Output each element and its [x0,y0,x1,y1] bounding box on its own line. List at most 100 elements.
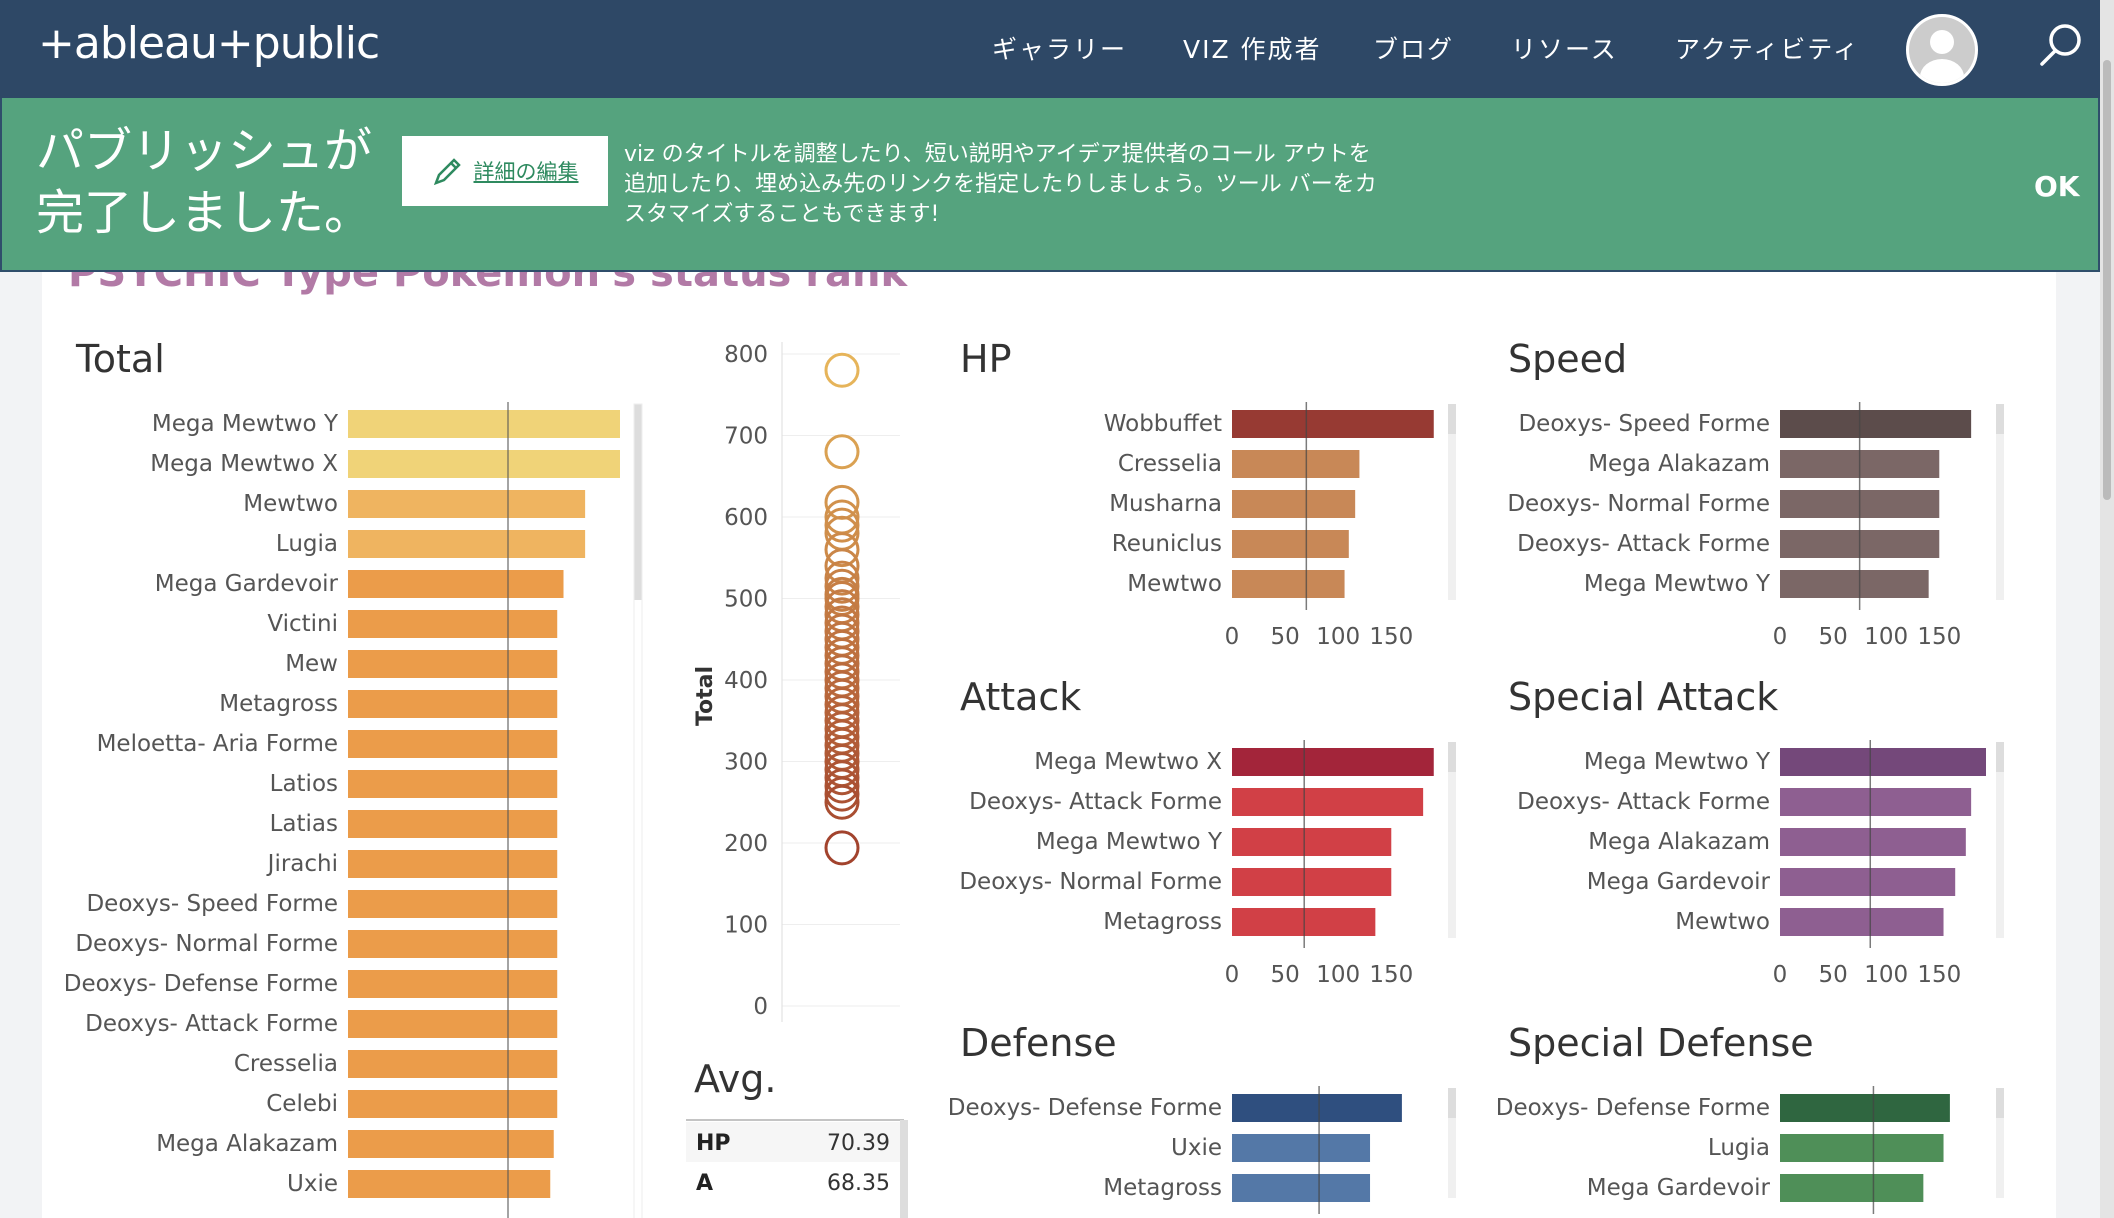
avg-scrollbar[interactable] [900,1120,908,1218]
total-label: Deoxys- Defense Forme [64,971,338,997]
ok-button[interactable]: OK [2034,170,2080,203]
avg-title: Avg. [694,1057,776,1101]
nav-blog[interactable]: ブログ [1373,35,1455,64]
attack-scrollbar[interactable] [1448,742,1456,772]
total-bar[interactable] [348,490,586,518]
total-bar[interactable] [348,450,620,478]
spattack-scrollbar[interactable] [1996,742,2004,772]
defense-bar[interactable] [1232,1174,1371,1202]
nav-gallery[interactable]: ギャラリー [992,35,1128,64]
total-label: Metagross [219,691,338,717]
total-label: Mewtwo [243,491,338,517]
search-icon[interactable] [2036,20,2086,70]
total-bar[interactable] [348,850,558,878]
total-bar[interactable] [348,770,558,798]
defense-bar[interactable] [1232,1094,1402,1122]
spdefense-scrollbar[interactable] [1996,1088,2004,1118]
attack-bar[interactable] [1232,868,1392,896]
spdefense-bar[interactable] [1780,1094,1950,1122]
scatter-point[interactable] [824,830,860,866]
total-bar[interactable] [348,970,558,998]
user-avatar[interactable] [1906,14,1978,86]
pencil-icon [433,158,461,186]
spattack-bar[interactable] [1780,748,1986,776]
total-bar[interactable] [348,650,558,678]
total-label: Mega Alakazam [156,1131,338,1157]
nav-resources[interactable]: リソース [1511,35,1618,64]
spattack-bar[interactable] [1780,908,1944,936]
spdefense-label: Mega Gardevoir [1587,1175,1771,1201]
hp-label: Reuniclus [1112,531,1222,557]
spattack-bar[interactable] [1780,868,1956,896]
total-label: Mega Mewtwo X [150,451,338,477]
spattack-tick: 100 [1864,962,1908,988]
hp-tick: 0 [1225,624,1240,650]
attack-label: Mega Mewtwo X [1034,749,1222,775]
spdefense-bar[interactable] [1780,1134,1944,1162]
spattack-tick: 150 [1917,962,1961,988]
total-bar[interactable] [348,530,586,558]
total-label: Mew [285,651,338,677]
page-scrollbar[interactable] [2100,0,2114,1218]
total-label: Meloetta- Aria Forme [97,731,338,757]
scatter-point[interactable] [824,507,860,543]
banner-title: パブリッシュが完了しました。 [36,123,373,241]
total-scroll-track [633,403,643,1218]
scatter-tick: 0 [753,994,768,1020]
defense-bar[interactable] [1232,1134,1371,1162]
scatter-point[interactable] [824,760,860,796]
spdefense-bar[interactable] [1780,1174,1924,1202]
attack-bar[interactable] [1232,788,1424,816]
hp-bar[interactable] [1232,450,1360,478]
hp-bar[interactable] [1232,410,1434,438]
nav-activity[interactable]: アクティビティ [1675,35,1860,64]
total-bar[interactable] [348,410,620,438]
total-bar[interactable] [348,1090,558,1118]
scatter-point[interactable] [824,784,860,820]
hp-scrollbar[interactable] [1448,404,1456,434]
tableau-public-logo[interactable]: +ableau+public [38,18,380,69]
total-bar[interactable] [348,610,558,638]
attack-bar[interactable] [1232,748,1434,776]
user-silhouette-icon [1909,17,1975,83]
avg-value: 68.35 [827,1171,890,1196]
speed-bar[interactable] [1780,570,1929,598]
hp-bar[interactable] [1232,570,1345,598]
scatter-point[interactable] [824,560,860,596]
scatter-point[interactable] [824,768,860,804]
scrollbar-thumb[interactable] [2103,60,2111,500]
total-bar[interactable] [348,810,558,838]
total-scrollbar[interactable] [634,404,642,600]
total-bar[interactable] [348,570,564,598]
spattack-bar[interactable] [1780,828,1966,856]
hp-bar[interactable] [1232,530,1349,558]
total-bar[interactable] [348,1170,551,1198]
edit-details-button[interactable]: 詳細の編集 [402,136,608,206]
scatter-point[interactable] [824,352,860,388]
speed-title: Speed [1508,337,1627,381]
total-bar[interactable] [348,930,558,958]
spattack-bar[interactable] [1780,788,1972,816]
scatter-point[interactable] [824,434,860,470]
total-bar[interactable] [348,1050,558,1078]
hp-bar[interactable] [1232,490,1356,518]
defense-scrollbar[interactable] [1448,1088,1456,1118]
scatter-tick: 200 [724,831,768,857]
nav-viz-authors[interactable]: VIZ 作成者 [1183,35,1322,64]
total-bar[interactable] [348,1130,554,1158]
total-bar[interactable] [348,690,558,718]
speed-scrollbar[interactable] [1996,404,2004,434]
scatter-tick: 400 [724,668,768,694]
scatter-point[interactable] [824,532,860,568]
total-label: Lugia [276,531,338,557]
speed-bar[interactable] [1780,410,1972,438]
total-label: Deoxys- Speed Forme [86,891,338,917]
total-title: Total [75,337,165,381]
total-bar[interactable] [348,1010,558,1038]
scatter-point[interactable] [824,568,860,604]
scatter-point[interactable] [824,776,860,812]
total-bar[interactable] [348,730,558,758]
attack-title: Attack [960,675,1081,719]
total-bar[interactable] [348,890,558,918]
attack-bar[interactable] [1232,828,1392,856]
